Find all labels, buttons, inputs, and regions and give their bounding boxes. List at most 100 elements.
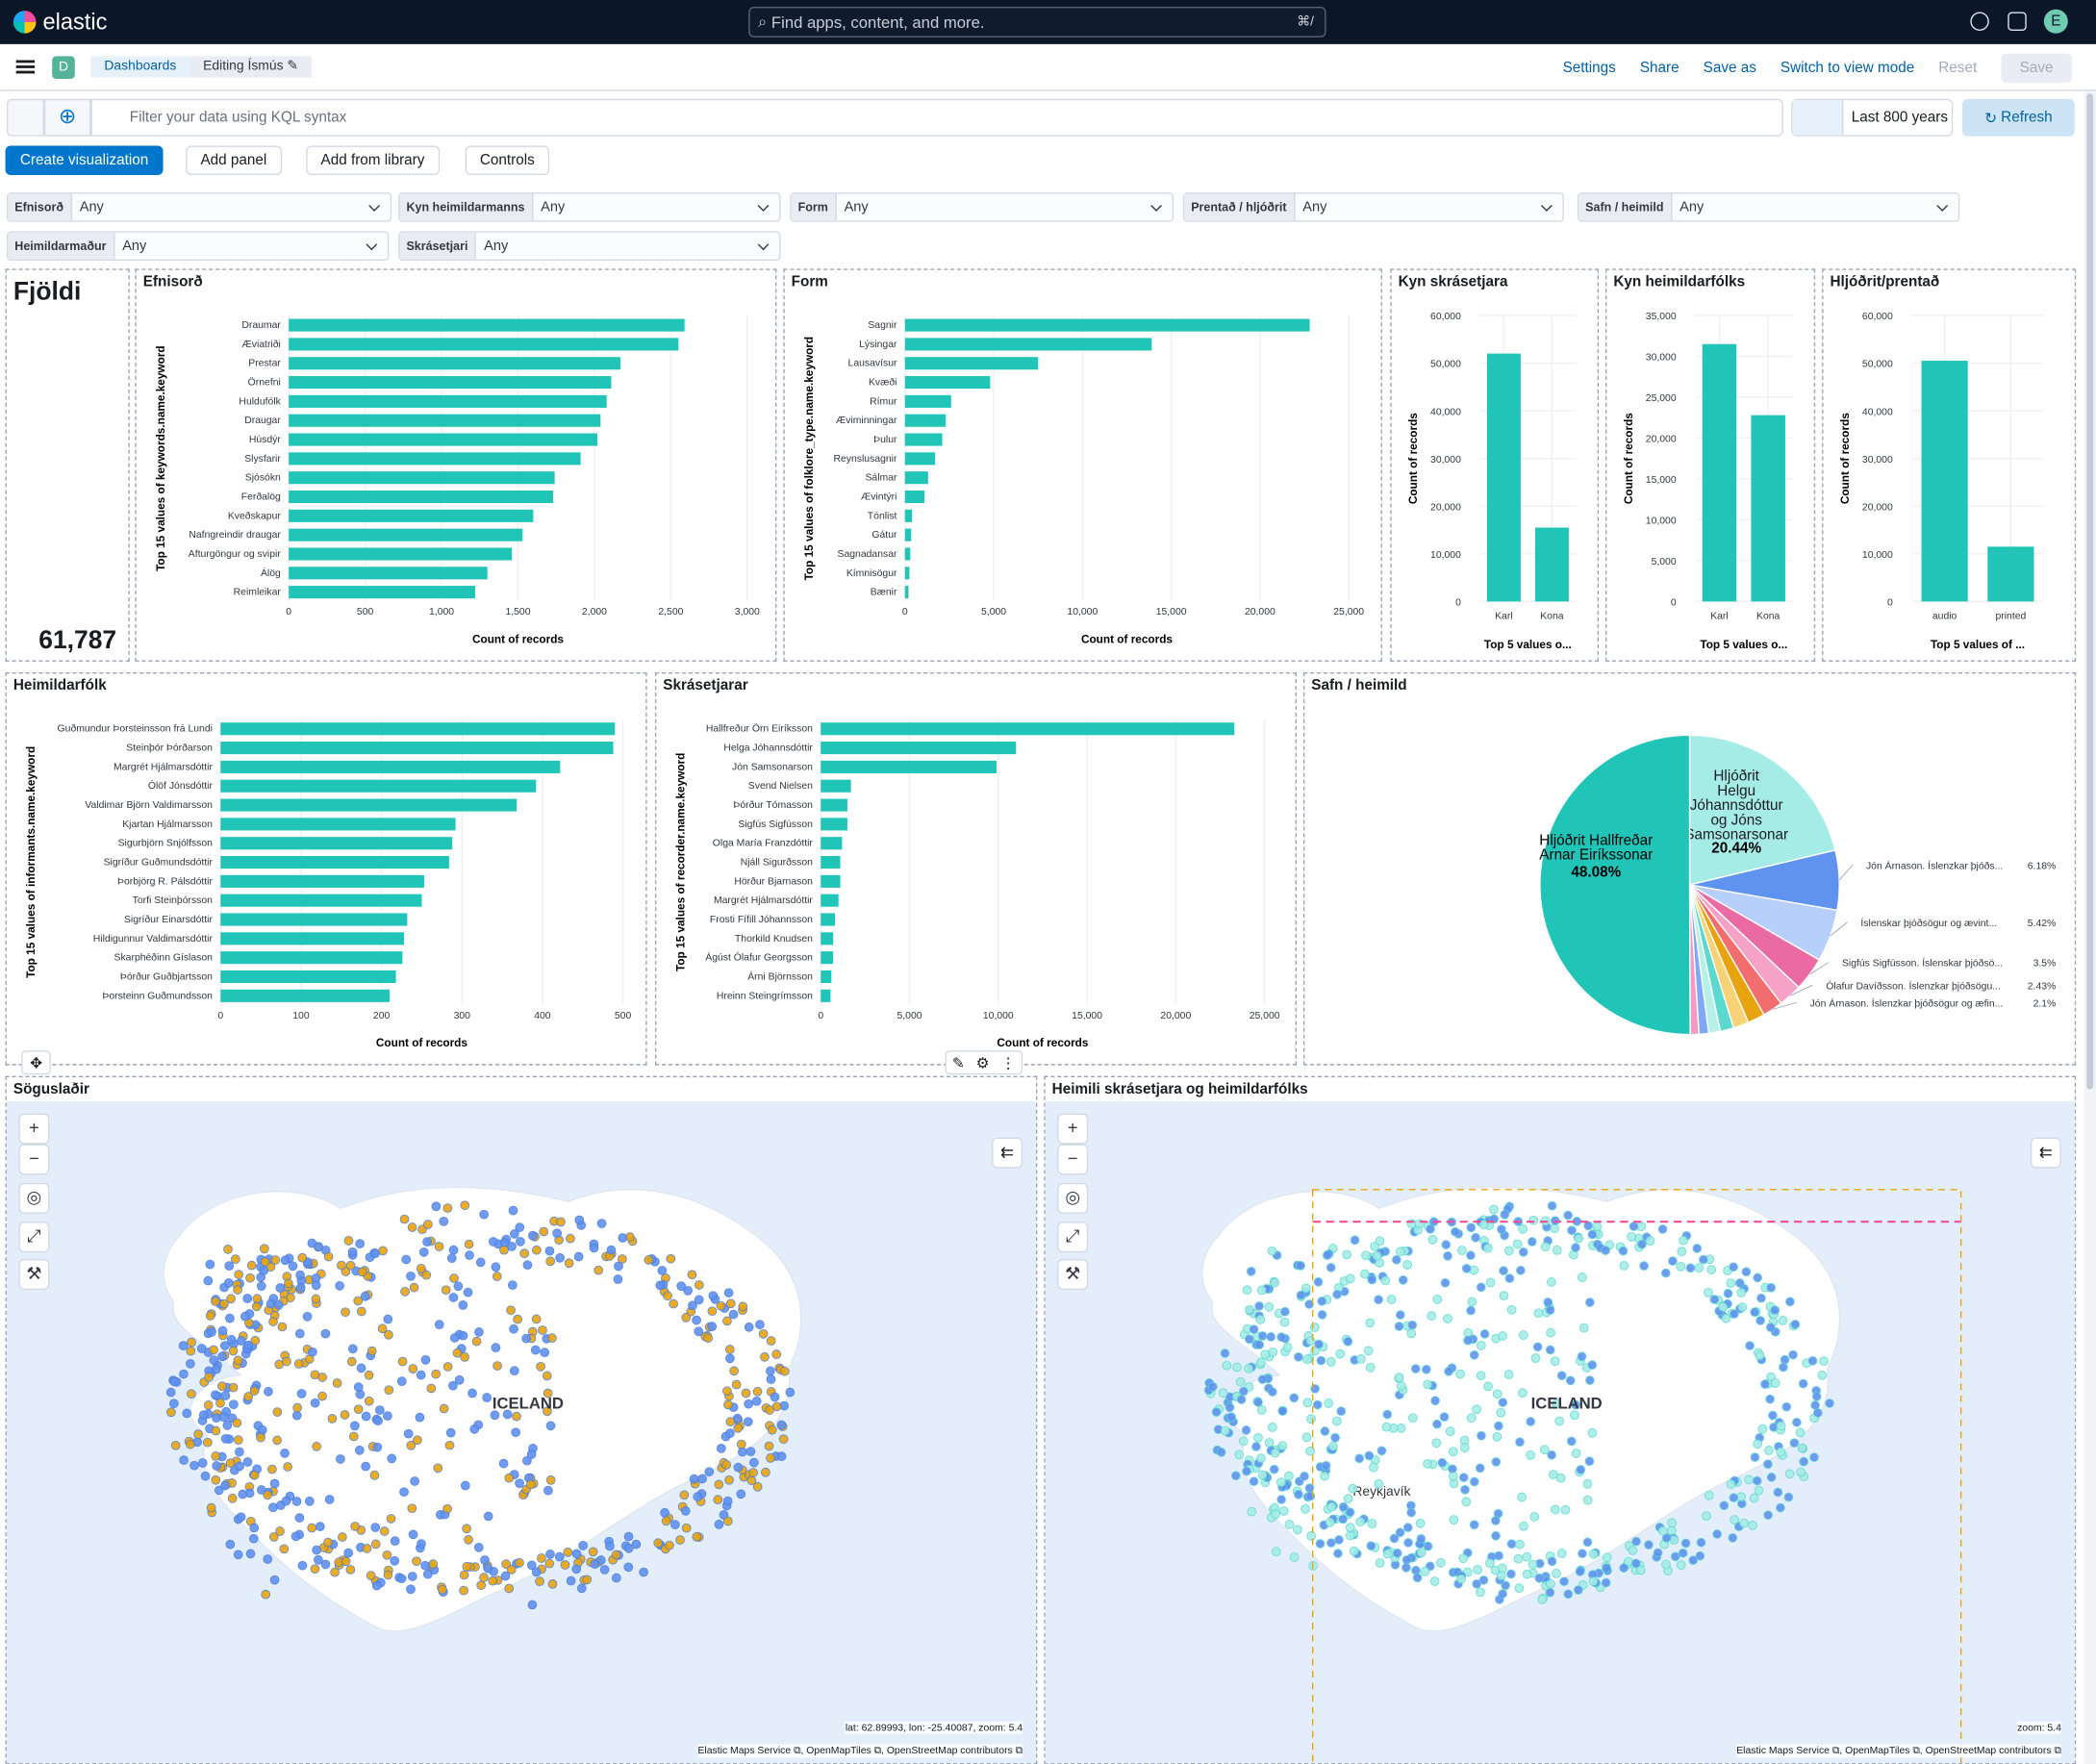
- more-icon[interactable]: ⋮: [1000, 1055, 1016, 1071]
- space-badge[interactable]: D: [52, 55, 75, 79]
- refresh-button[interactable]: ↻ Refresh: [1962, 98, 2075, 137]
- map-point: [460, 1200, 470, 1211]
- map-point: [1363, 1346, 1374, 1356]
- y-tick-label: Tónlist: [868, 511, 897, 521]
- avatar[interactable]: E: [2043, 9, 2068, 34]
- panel-hljodrit[interactable]: Hljóðrit/prentað 0 10,000 20,000 30,000 40,00…: [1822, 268, 2077, 662]
- elastic-logo[interactable]: elastic: [13, 9, 108, 36]
- fullscreen-icon[interactable]: ⤢: [1057, 1222, 1089, 1253]
- share-link[interactable]: Share: [1639, 59, 1679, 76]
- reset-link[interactable]: Reset: [1938, 59, 1978, 76]
- panel-kyn-skrasetjara[interactable]: Kyn skrásetjara 0 10,000 20,000 30,000 40,000…: [1390, 268, 1600, 662]
- bar: [220, 818, 456, 831]
- map-point: [439, 1216, 449, 1226]
- add-from-library-button[interactable]: Add from library: [306, 145, 440, 176]
- save-as-link[interactable]: Save as: [1703, 59, 1756, 76]
- map-point: [1512, 1239, 1523, 1249]
- control-6[interactable]: Skrásetjari Any: [398, 231, 781, 261]
- locate-icon[interactable]: ◎: [18, 1182, 50, 1214]
- map-point: [1301, 1283, 1311, 1294]
- map-canvas[interactable]: ICELAND + − ◎ ⤢ ⚒ ⇇ lat: 62.89993, lon: …: [6, 1101, 1036, 1763]
- zoom-out-icon[interactable]: −: [1057, 1144, 1089, 1175]
- map-point: [288, 1261, 298, 1272]
- zoom-in-icon[interactable]: +: [1057, 1113, 1089, 1145]
- menu-icon[interactable]: [15, 60, 36, 74]
- control-3[interactable]: Prentað / hljóðrit Any: [1182, 192, 1564, 222]
- control-0[interactable]: Efnisorð Any: [6, 192, 392, 222]
- map-point: [767, 1424, 777, 1435]
- metric-panel[interactable]: Fjöldi 61,787: [5, 268, 130, 662]
- add-panel-button[interactable]: Add panel: [186, 145, 282, 176]
- tools-icon[interactable]: ⚒: [18, 1259, 50, 1291]
- fullscreen-icon[interactable]: ⤢: [18, 1222, 50, 1253]
- map-point: [1492, 1389, 1503, 1399]
- map-point: [1825, 1399, 1834, 1408]
- map-point: [401, 1254, 412, 1265]
- create-visualization-button[interactable]: Create visualization: [5, 145, 164, 176]
- news-icon[interactable]: [2008, 12, 2027, 31]
- map-point: [766, 1374, 776, 1384]
- zoom-in-icon[interactable]: +: [18, 1113, 50, 1145]
- control-1[interactable]: Kyn heimildarmanns Any: [398, 192, 781, 222]
- map-point: [1548, 1470, 1558, 1479]
- control-5[interactable]: Heimildarmaður Any: [6, 231, 390, 261]
- panel-map-heimili[interactable]: Heimili skrásetjara og heimildarfólks Re…: [1044, 1075, 2077, 1764]
- map-point: [1364, 1450, 1375, 1461]
- save-button[interactable]: Save: [2001, 52, 2072, 83]
- panel-safn[interactable]: Safn / heimild Hljóðrit Helgu Jóhannsdóttur…: [1302, 672, 2077, 1066]
- map-point: [644, 1255, 654, 1265]
- panel-skrasetjarar[interactable]: Skrásetjarar 0 5,000 10,000 15,000 20,000 25,0…: [654, 672, 1297, 1066]
- map-point: [1427, 1311, 1437, 1321]
- kql-search-input[interactable]: Filter your data using KQL syntax: [90, 98, 1783, 137]
- panel-kyn-heimildarfolks[interactable]: Kyn heimildarfólks 0 5,000 10,000 15,000 20,0…: [1604, 268, 1816, 662]
- layers-icon[interactable]: ⇇: [992, 1137, 1023, 1169]
- map-point: [1582, 1495, 1593, 1505]
- zoom-out-icon[interactable]: −: [18, 1144, 50, 1175]
- map-point: [1546, 1327, 1555, 1338]
- settings-link[interactable]: Settings: [1562, 59, 1616, 76]
- gear-icon[interactable]: ⚙: [975, 1055, 990, 1071]
- tools-icon[interactable]: ⚒: [1057, 1259, 1089, 1291]
- map-point: [399, 1214, 410, 1224]
- control-2[interactable]: Form Any: [790, 192, 1174, 222]
- map-point: [693, 1492, 703, 1502]
- map-canvas[interactable]: Reykjavík ICELAND + − ◎ ⤢ ⚒ ⇇ zoom: 5.4 E…: [1045, 1101, 2075, 1763]
- help-icon[interactable]: [1970, 12, 1989, 31]
- map-point: [725, 1298, 736, 1309]
- edit-icon[interactable]: ✎: [951, 1055, 965, 1071]
- map-attribution[interactable]: Elastic Maps Service ⧉, OpenMapTiles ⧉, …: [1736, 1744, 2061, 1758]
- panel-form[interactable]: Form 0 5,000 10,000 15,000 20,000 25,000 Sagnir…: [783, 268, 1382, 662]
- map-point: [222, 1420, 233, 1430]
- map-point: [1397, 1381, 1406, 1391]
- scrollbar-thumb[interactable]: [2086, 93, 2094, 1090]
- switch-view-link[interactable]: Switch to view mode: [1780, 59, 1915, 76]
- scrollbar[interactable]: [2083, 90, 2096, 1764]
- filter-icon[interactable]: [6, 98, 44, 137]
- map-point: [1253, 1432, 1263, 1443]
- map-point: [1256, 1285, 1267, 1296]
- panel-efnisord[interactable]: Efnisorð 0 500 1,000 1,500 2,000 2,500 3,000 Dra…: [135, 268, 777, 662]
- map-point: [1444, 1366, 1453, 1376]
- panel-map-sogustadir[interactable]: Söguslaðir ICELAND + − ◎ ⤢ ⚒ ⇇ lat: 62.8…: [5, 1075, 1038, 1764]
- map-point: [1302, 1354, 1312, 1365]
- controls-button[interactable]: Controls: [465, 145, 550, 176]
- calendar-icon[interactable]: [1792, 100, 1844, 136]
- panel-heimildarfolk[interactable]: Heimildarfólk 0 100 200 300 400 500 Guðmundur Þ…: [5, 672, 647, 1066]
- date-picker[interactable]: Last 800 years: [1791, 98, 1954, 137]
- map-point: [1779, 1362, 1788, 1373]
- map-attribution[interactable]: Elastic Maps Service ⧉, OpenMapTiles ⧉, …: [697, 1744, 1023, 1758]
- map-point: [211, 1390, 220, 1400]
- map-point: [1571, 1449, 1581, 1458]
- map-point: [1547, 1556, 1557, 1567]
- add-filter-icon[interactable]: ⊕: [43, 98, 91, 137]
- layers-icon[interactable]: ⇇: [2030, 1137, 2061, 1169]
- bar: [904, 433, 943, 446]
- bar: [821, 913, 836, 926]
- move-panel-icon[interactable]: ✥: [21, 1050, 51, 1075]
- y-tick-label: Sigfús Sigfússon: [738, 819, 813, 830]
- locate-icon[interactable]: ◎: [1057, 1182, 1089, 1214]
- breadcrumb-dashboards[interactable]: Dashboards: [90, 56, 190, 78]
- global-search-input[interactable]: ⌕ Find apps, content, and more. ⌘/: [748, 6, 1326, 38]
- y-tick-label: 10,000: [1862, 550, 1893, 561]
- control-4[interactable]: Safn / heimild Any: [1577, 192, 1960, 222]
